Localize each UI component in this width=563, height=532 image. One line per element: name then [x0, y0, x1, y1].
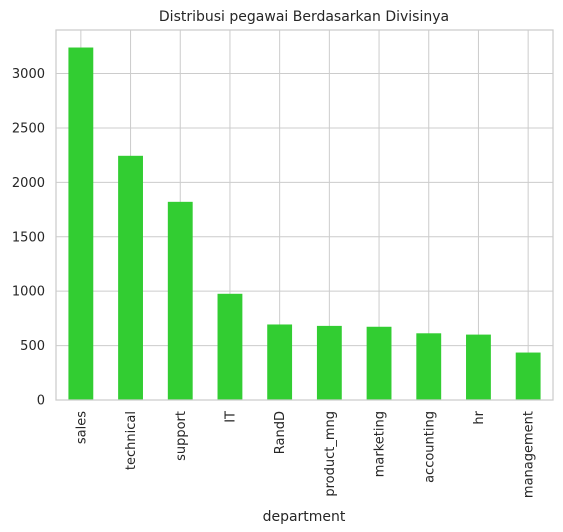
x-tick-label: technical	[124, 411, 139, 470]
x-tick-label: IT	[223, 411, 238, 423]
bar-product_mng	[316, 325, 342, 400]
bar-marketing	[366, 326, 392, 400]
chart-title: Distribusi pegawai Berdasarkan Divisinya	[159, 9, 449, 25]
x-tick-labels: sales technical support IT RandD product_mng m…	[74, 410, 536, 498]
x-tick-label: product_mng	[323, 411, 338, 497]
y-tick-label: 0	[37, 394, 45, 409]
bar-accounting	[416, 333, 442, 400]
x-tick-label: marketing	[373, 411, 388, 477]
plot-frame	[55, 29, 554, 401]
bar-hr	[466, 334, 491, 400]
bars	[68, 47, 541, 400]
x-tick-label: sales	[74, 411, 89, 444]
y-tick-labels: 0 500 1000 1500 2000 2500 3000	[12, 67, 45, 408]
y-tick-label: 1000	[12, 285, 45, 300]
y-tick-label: 2500	[12, 121, 45, 136]
bar-IT	[217, 293, 243, 400]
x-tick-label: RandD	[273, 411, 288, 454]
bar-technical	[118, 155, 143, 400]
y-tick-label: 3000	[12, 67, 45, 82]
y-tick-label: 1500	[12, 230, 45, 245]
x-tick-label: support	[174, 411, 189, 461]
bar-sales	[68, 47, 94, 400]
y-tick-label: 2000	[12, 176, 45, 191]
y-tick-label: 500	[20, 339, 45, 354]
x-tick-label: management	[522, 411, 537, 498]
bar-support	[167, 201, 193, 400]
x-axis-label: department	[263, 509, 346, 525]
bar-RandD	[267, 324, 293, 400]
bar-management	[515, 352, 541, 400]
x-tick-label: hr	[472, 410, 487, 424]
x-tick-label: accounting	[422, 411, 437, 483]
